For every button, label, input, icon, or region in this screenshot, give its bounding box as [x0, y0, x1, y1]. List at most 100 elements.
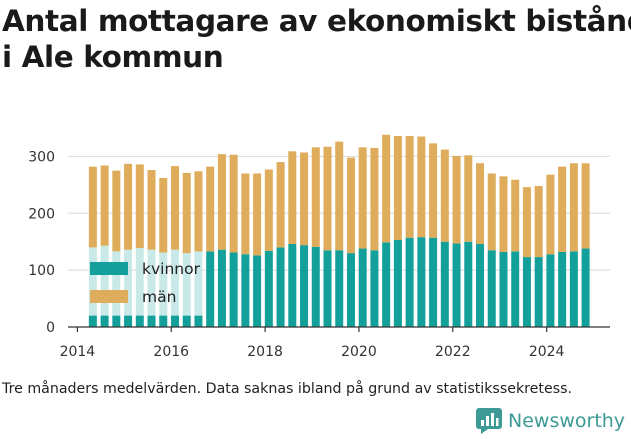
bar-man	[229, 154, 238, 253]
bar-man	[194, 171, 203, 252]
bar-kvinnor	[100, 315, 109, 327]
bar-kvinnor	[147, 315, 156, 327]
bar-kvinnor-suppressed	[88, 247, 97, 316]
bar-kvinnor	[264, 250, 273, 327]
bar-kvinnor	[346, 253, 355, 327]
legend-swatch-man	[90, 290, 128, 303]
bar-man	[569, 163, 578, 252]
bar-kvinnor	[112, 315, 121, 327]
bar-kvinnor	[288, 243, 297, 327]
newsworthy-logo-icon	[476, 408, 502, 434]
bar-kvinnor	[300, 245, 309, 327]
bar-man	[487, 173, 496, 251]
bar-kvinnor-suppressed	[135, 247, 144, 316]
bar-kvinnor	[241, 254, 250, 327]
bar-man	[499, 176, 508, 252]
bar-man	[323, 146, 332, 251]
bar-kvinnor-suppressed	[100, 245, 109, 316]
bar-man	[217, 154, 226, 250]
bar-kvinnor	[558, 251, 567, 327]
bar-kvinnor	[88, 315, 97, 327]
bar-man	[546, 174, 555, 255]
bar-kvinnor	[323, 250, 332, 327]
bar-man	[558, 166, 567, 252]
bar-kvinnor	[276, 247, 285, 327]
bar-kvinnor-suppressed	[147, 249, 156, 316]
bar-man	[135, 164, 144, 248]
bar-man	[358, 147, 367, 249]
bar-kvinnor-suppressed	[124, 249, 133, 316]
x-tick-label: 2024	[529, 344, 565, 360]
bar-man	[311, 147, 320, 247]
bar-man	[429, 143, 438, 238]
bar-man	[88, 166, 97, 248]
bar-kvinnor	[440, 241, 449, 327]
legend-swatch-kvinnor	[90, 262, 128, 275]
bar-man	[417, 136, 426, 238]
bar-kvinnor	[476, 243, 485, 327]
bar-kvinnor	[393, 240, 402, 327]
bar-kvinnor	[487, 250, 496, 327]
bar-kvinnor	[511, 251, 520, 327]
bar-man	[300, 152, 309, 246]
bar-kvinnor	[569, 251, 578, 327]
y-tick-label: 0	[46, 320, 55, 336]
bar-kvinnor	[124, 315, 133, 327]
bar-man	[405, 135, 414, 238]
y-tick-label: 300	[28, 149, 55, 165]
bar-man	[511, 179, 520, 252]
bar-man	[522, 187, 531, 258]
chart-caption: Tre månaders medelvärden. Data saknas ib…	[2, 381, 572, 397]
y-tick-label: 100	[28, 263, 55, 279]
x-tick-label: 2022	[435, 344, 471, 360]
x-tick-label: 2020	[341, 344, 377, 360]
bar-man	[241, 173, 250, 255]
brand-name: Newsworthy	[508, 410, 626, 432]
bar-man	[276, 162, 285, 248]
chart-title-line-2: i Ale kommun	[2, 40, 224, 74]
bar-kvinnor-suppressed	[170, 249, 179, 316]
bar-kvinnor-suppressed	[194, 251, 203, 316]
bar-man	[476, 163, 485, 244]
chart-title-line-1: Antal mottagare av ekonomiskt bistånd	[2, 4, 631, 38]
bar-kvinnor	[194, 315, 203, 327]
bar-man	[382, 134, 391, 243]
x-tick-label: 2014	[60, 344, 96, 360]
bar-kvinnor	[206, 251, 215, 327]
bar-kvinnor-suppressed	[112, 251, 121, 316]
legend-label-kvinnor: kvinnor	[142, 260, 201, 278]
bar-kvinnor	[217, 249, 226, 327]
bar-kvinnor-suppressed	[182, 253, 191, 316]
bar-kvinnor	[429, 237, 438, 327]
bar-man	[112, 170, 121, 252]
bar-man	[393, 135, 402, 241]
bar-kvinnor	[358, 248, 367, 327]
bar-man	[581, 163, 590, 249]
bar-kvinnor	[253, 255, 262, 327]
bar-man	[452, 155, 461, 244]
bar-kvinnor	[534, 257, 543, 327]
bar-man	[288, 151, 297, 244]
bar-man	[534, 185, 543, 258]
bar-man	[464, 155, 473, 242]
bar-man	[182, 172, 191, 254]
bar-kvinnor	[335, 250, 344, 327]
bar-man	[253, 173, 262, 256]
bar-man	[159, 178, 168, 253]
bar-kvinnor	[464, 241, 473, 327]
bar-man	[206, 166, 215, 252]
newsworthy-brand[interactable]: Newsworthy	[476, 406, 625, 436]
bar-kvinnor	[546, 254, 555, 327]
bar-man	[100, 165, 109, 246]
bar-man	[335, 141, 344, 251]
bar-kvinnor	[405, 237, 414, 327]
bar-man	[440, 149, 449, 242]
bar-man	[370, 147, 379, 251]
chart-title: Antal mottagare av ekonomiskt bistånd i …	[2, 3, 631, 75]
bar-kvinnor	[370, 250, 379, 327]
bar-kvinnor	[135, 315, 144, 327]
bar-man	[170, 166, 179, 250]
bar-man	[147, 170, 156, 250]
bar-man	[124, 163, 133, 250]
bar-kvinnor	[229, 252, 238, 327]
